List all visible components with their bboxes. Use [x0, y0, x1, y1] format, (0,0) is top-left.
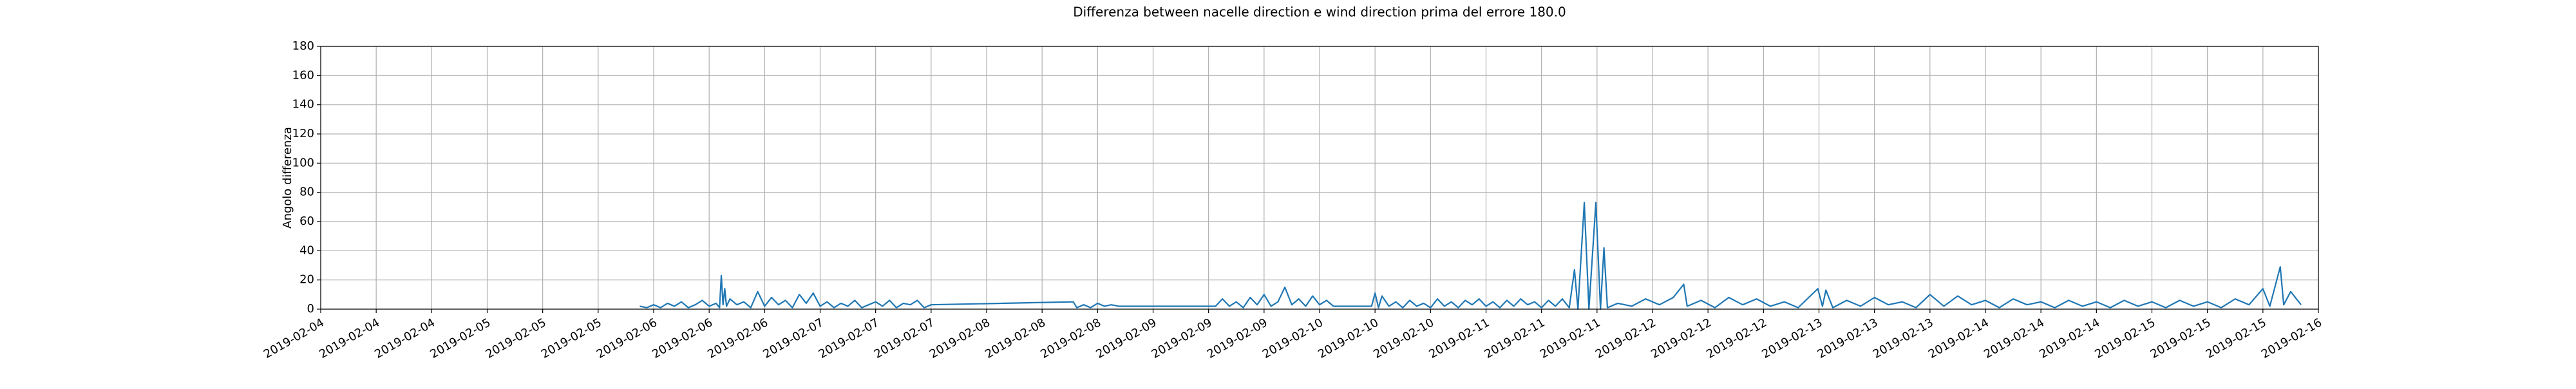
- y-tick-label: 100: [292, 156, 314, 169]
- y-axis-label: Angolo differenza: [281, 127, 294, 229]
- y-tick-label: 180: [292, 39, 314, 53]
- y-tick-label: 0: [307, 302, 314, 316]
- y-tick-label: 40: [299, 243, 314, 257]
- y-tick-label: 80: [299, 185, 314, 199]
- data-line: [639, 202, 2302, 310]
- y-tick-label: 120: [292, 127, 314, 140]
- y-tick-label: 160: [292, 68, 314, 82]
- plot-frame: [320, 46, 2319, 310]
- y-tick-label: 20: [299, 273, 314, 287]
- y-tick-label: 140: [292, 98, 314, 111]
- y-tick-label: 60: [299, 214, 314, 228]
- chart-title: Differenza between nacelle direction e w…: [1073, 5, 1566, 20]
